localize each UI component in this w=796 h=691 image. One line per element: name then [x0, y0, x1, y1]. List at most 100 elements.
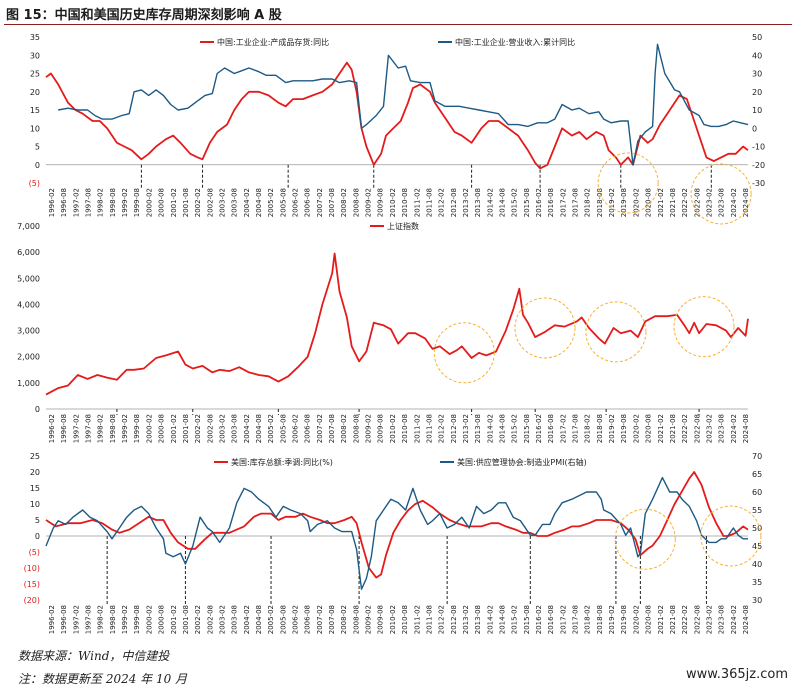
chart-shanghai: 7,000 6,000 5,000 4,000 3,000 2,000 1,000 0 1996… — [17, 221, 750, 443]
y-right-tick-label: 40 — [752, 560, 762, 569]
figure-title: 图 15：中国和美国历史库存周期深刻影响 A 股 — [6, 8, 282, 23]
x-tick-label: 2003-02 — [218, 414, 226, 443]
x-tick-label: 2017-08 — [572, 414, 580, 443]
x-tick-label: 2020-08 — [645, 414, 653, 443]
x-tick-label: 2003-08 — [231, 414, 239, 443]
x-tick-label: 2010-02 — [389, 188, 397, 217]
series-line-2 — [58, 43, 749, 166]
highlight-circle — [700, 505, 762, 567]
x-tick-label: 2011-02 — [413, 414, 421, 443]
x-tick-label: 2009-08 — [377, 414, 385, 443]
x-tick-label: 2016-08 — [547, 414, 555, 443]
x-tick-label: 2012-02 — [438, 605, 446, 634]
x-tick-label: 1996-02 — [48, 188, 56, 217]
y-left-tick-label: 25 — [30, 452, 40, 461]
legend-label: 中国:工业企业:产成品存货:同比 — [217, 37, 329, 47]
x-tick-label: 2013-02 — [462, 605, 470, 634]
charts-canvas: 35302520151050(5)50403020100-10-20-30199… — [17, 33, 765, 634]
x-tick-label: 1998-02 — [97, 188, 105, 217]
y-left-tick-label: 15 — [30, 106, 40, 115]
x-tick-label: 2000-08 — [158, 414, 166, 443]
y-left-tick-label: 6,000 — [17, 248, 40, 257]
x-tick-label: 2010-02 — [389, 605, 397, 634]
y-left-tick-label: 0 — [35, 532, 40, 541]
x-tick-label: 2007-02 — [316, 188, 324, 217]
x-tick-label: 2008-02 — [340, 605, 348, 634]
x-tick-label: 2005-08 — [279, 188, 287, 217]
x-tick-label: 2019-08 — [620, 188, 628, 217]
y-right-tick-label: 45 — [752, 542, 762, 551]
y-left-tick-label: 3,000 — [17, 327, 40, 336]
x-tick-label: 2003-02 — [218, 605, 226, 634]
x-tick-label: 2023-02 — [705, 188, 713, 217]
x-tick-label: 2001-08 — [182, 414, 190, 443]
x-tick-label: 2021-02 — [657, 605, 665, 634]
x-tick-label: 2023-08 — [718, 605, 726, 634]
x-tick-label: 2003-08 — [231, 605, 239, 634]
x-tick-label: 2023-02 — [705, 605, 713, 634]
x-tick-label: 1997-08 — [85, 605, 93, 634]
y-left-tick-label: 35 — [30, 33, 40, 42]
y-left-tick-label: 10 — [30, 124, 40, 133]
x-tick-label: 1998-08 — [109, 605, 117, 634]
y-left-tick-label: 5,000 — [17, 274, 40, 283]
x-tick-label: 2003-02 — [218, 188, 226, 217]
x-tick-label: 2001-02 — [170, 605, 178, 634]
update-note: 注：数据更新至 2024 年 10 月 — [18, 672, 188, 686]
x-tick-label: 1998-08 — [109, 414, 117, 443]
x-tick-label: 2023-08 — [718, 188, 726, 217]
x-tick-label: 1996-08 — [60, 605, 68, 634]
x-tick-label: 2014-08 — [498, 188, 506, 217]
x-tick-label: 2004-08 — [255, 414, 263, 443]
title-rule — [4, 24, 792, 25]
y-left-tick-label: 0 — [35, 405, 40, 414]
x-tick-label: 2002-08 — [206, 414, 214, 443]
x-tick-label: 2020-02 — [632, 188, 640, 217]
x-tick-label: 2015-02 — [511, 605, 519, 634]
series-line-1 — [45, 61, 749, 170]
x-tick-label: 1998-02 — [97, 605, 105, 634]
x-tick-label: 2005-08 — [279, 414, 287, 443]
x-tick-label: 2012-02 — [438, 414, 446, 443]
x-tick-label: 2014-02 — [486, 414, 494, 443]
highlight-circle — [514, 297, 576, 359]
x-tick-label: 1997-02 — [72, 414, 80, 443]
x-tick-label: 2007-02 — [316, 605, 324, 634]
x-tick-label: 2019-02 — [608, 188, 616, 217]
x-tick-label: 2006-02 — [292, 605, 300, 634]
x-tick-label: 2013-08 — [474, 414, 482, 443]
x-tick-label: 1997-02 — [72, 188, 80, 217]
x-tick-label: 2009-08 — [377, 605, 385, 634]
x-tick-label: 2011-02 — [413, 188, 421, 217]
chart-china: 35302520151050(5)50403020100-10-20-30199… — [29, 33, 765, 225]
x-tick-label: 2006-08 — [304, 414, 312, 443]
x-tick-label: 2024-02 — [730, 188, 738, 217]
x-tick-label: 2009-02 — [365, 188, 373, 217]
x-tick-label: 2010-02 — [389, 414, 397, 443]
x-tick-label: 2008-08 — [352, 188, 360, 217]
x-tick-label: 2024-02 — [730, 414, 738, 443]
x-tick-label: 2006-02 — [292, 188, 300, 217]
x-tick-label: 2000-02 — [145, 605, 153, 634]
x-tick-label: 2022-02 — [681, 188, 689, 217]
y-right-tick-label: -10 — [752, 143, 765, 152]
x-tick-label: 2012-08 — [450, 605, 458, 634]
x-tick-label: 2014-08 — [498, 414, 506, 443]
y-left-tick-label: 10 — [30, 500, 40, 509]
series-line-1 — [45, 471, 749, 579]
chart-usa: 2520151050(5)(10)(15)(20)706560555045403… — [24, 452, 763, 634]
x-tick-label: 2021-08 — [669, 605, 677, 634]
x-tick-label: 2012-08 — [450, 188, 458, 217]
x-tick-label: 2015-02 — [511, 188, 519, 217]
x-tick-label: 2011-02 — [413, 605, 421, 634]
x-tick-label: 2009-08 — [377, 188, 385, 217]
x-tick-label: 2015-08 — [523, 414, 531, 443]
x-tick-label: 2013-08 — [474, 605, 482, 634]
y-right-tick-label: 30 — [752, 70, 762, 79]
x-tick-label: 2015-02 — [511, 414, 519, 443]
y-left-tick-label: 4,000 — [17, 300, 40, 309]
x-tick-label: 2009-02 — [365, 414, 373, 443]
x-tick-label: 2018-08 — [596, 414, 604, 443]
x-tick-label: 2006-02 — [292, 414, 300, 443]
x-tick-label: 2010-08 — [401, 605, 409, 634]
